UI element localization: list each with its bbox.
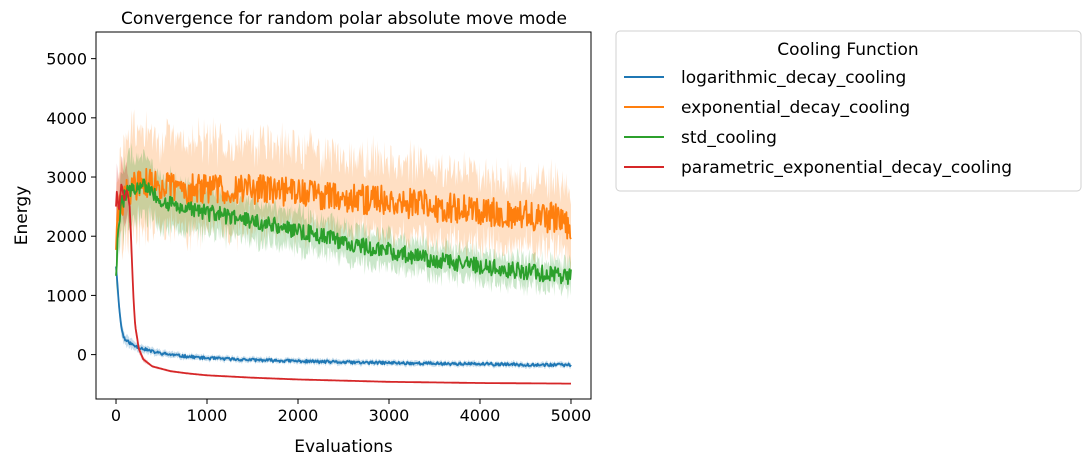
x-tick-label: 5000: [551, 406, 592, 425]
legend-label: exponential_decay_cooling: [681, 98, 910, 118]
confidence-bands: [116, 109, 571, 385]
plot-frame: [95, 31, 592, 400]
series-lines: [115, 167, 572, 385]
legend: Cooling Function logarithmic_decay_cooli…: [615, 30, 1082, 192]
legend-title: Cooling Function: [777, 40, 918, 60]
legend-item: std_cooling: [624, 128, 777, 148]
x-tick-label: 2000: [278, 406, 319, 425]
x-axis-ticks: 0 1000 2000 3000 4000 5000: [111, 399, 591, 425]
y-tick-label: 1000: [46, 286, 87, 305]
legend-label: std_cooling: [681, 128, 777, 148]
y-tick-label: 3000: [46, 168, 87, 187]
band-exponential_decay_cooling: [116, 109, 571, 290]
legend-frame: [615, 30, 1082, 192]
line-parametric_exponential_decay_cooling: [115, 183, 572, 385]
legend-item: logarithmic_decay_cooling: [624, 68, 906, 88]
line-logarithmic_decay_cooling: [115, 266, 572, 368]
x-tick-label: 3000: [369, 406, 410, 425]
legend-items: logarithmic_decay_cooling exponential_dec…: [624, 68, 1012, 178]
chart-title: Convergence for random polar absolute mo…: [121, 9, 567, 29]
y-axis-label: Energy: [12, 186, 32, 246]
line-exponential_decay_cooling: [115, 167, 572, 250]
legend-label: parametric_exponential_decay_cooling: [681, 158, 1012, 178]
legend-label: logarithmic_decay_cooling: [681, 68, 906, 88]
x-tick-label: 0: [111, 406, 121, 425]
legend-item: exponential_decay_cooling: [624, 98, 910, 118]
y-tick-label: 4000: [46, 109, 87, 128]
y-tick-label: 2000: [46, 227, 87, 246]
line-std_cooling: [115, 178, 572, 285]
x-tick-label: 1000: [187, 406, 228, 425]
x-axis-label: Evaluations: [294, 437, 393, 457]
y-axis-ticks: 0 1000 2000 3000 4000 5000: [46, 50, 96, 365]
x-tick-label: 4000: [460, 406, 501, 425]
y-tick-label: 5000: [46, 50, 87, 69]
legend-item: parametric_exponential_decay_cooling: [624, 158, 1012, 178]
y-tick-label: 0: [77, 346, 87, 365]
